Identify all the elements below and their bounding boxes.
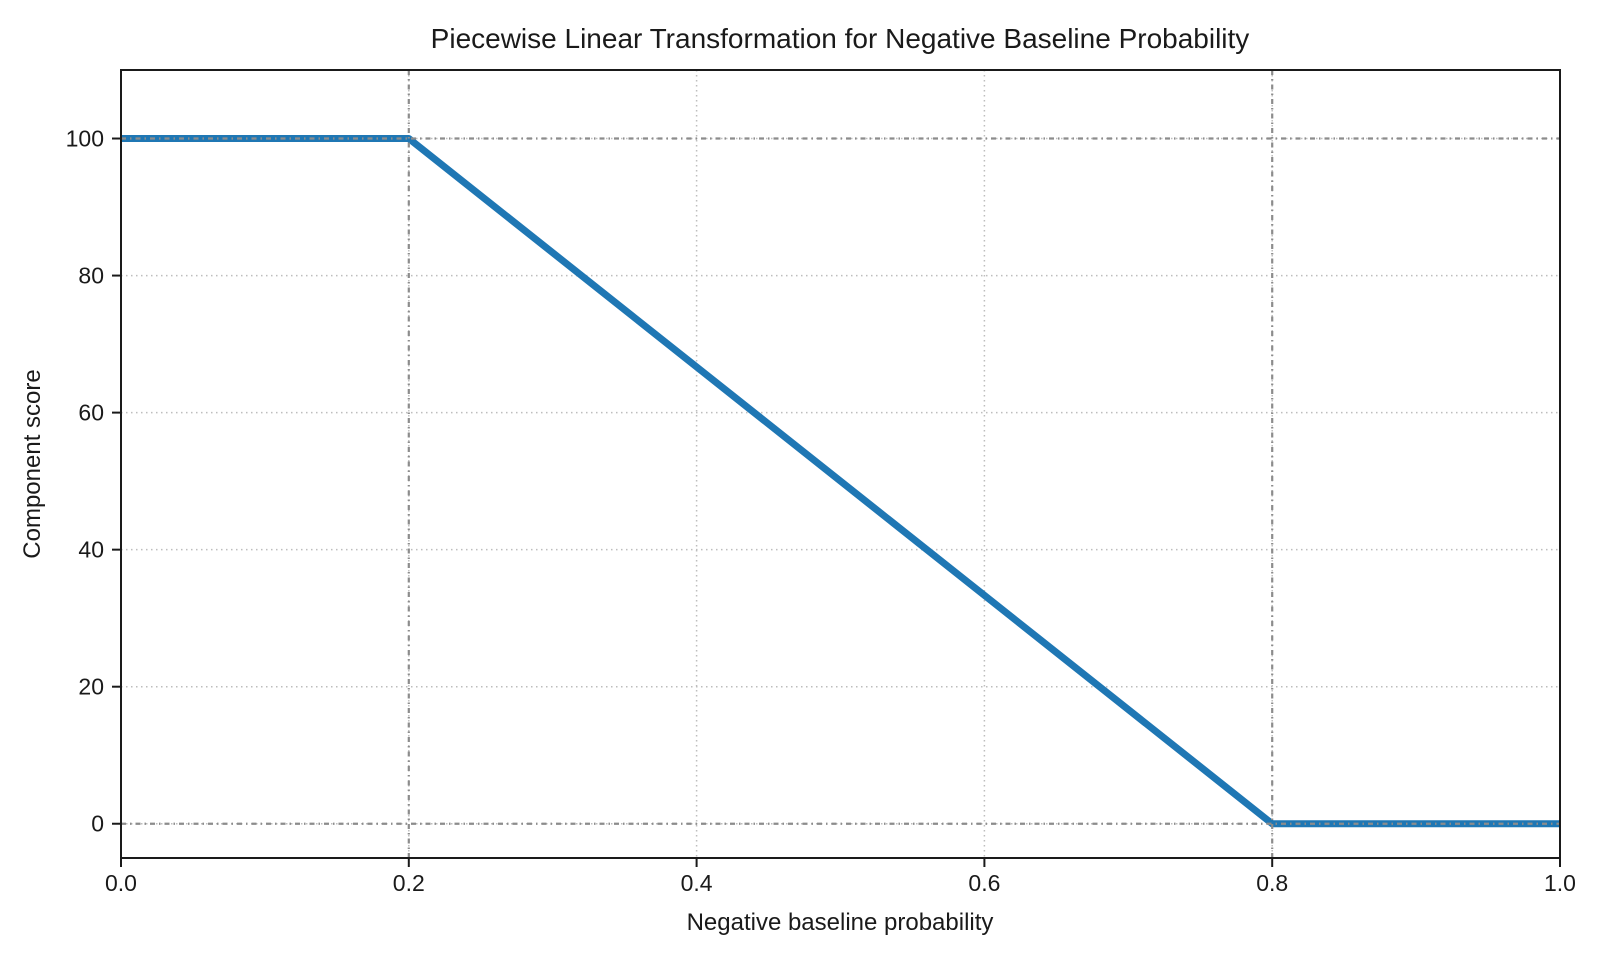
series-line-component-score-transform (121, 135, 1560, 828)
x-tick-label: 0.2 (393, 870, 425, 896)
data-line-layer (121, 135, 1560, 828)
axes-spines (120, 69, 1561, 859)
y-tick-label: 80 (78, 263, 104, 289)
x-tick-label: 0.4 (681, 870, 713, 896)
y-tick-label: 100 (66, 126, 104, 152)
reference-lines (121, 70, 1560, 858)
chart-title: Piecewise Linear Transformation for Nega… (431, 23, 1250, 54)
x-axis-label: Negative baseline probability (687, 909, 994, 936)
x-tick-label: 1.0 (1544, 870, 1576, 896)
x-tick-label: 0.8 (1256, 870, 1288, 896)
plot-border (120, 69, 1561, 859)
y-tick-label: 20 (78, 674, 104, 700)
grid-lines (121, 70, 1560, 858)
y-tick-label: 60 (78, 400, 104, 426)
y-axis-label: Component score (19, 369, 46, 558)
y-tick-label: 40 (78, 537, 104, 563)
y-tick-label: 0 (91, 811, 104, 837)
axis-ticks (112, 137, 1561, 867)
x-tick-label: 0.6 (968, 870, 1000, 896)
y-tick-labels: 0 20 40 60 80 100 (66, 126, 104, 837)
x-tick-label: 0.0 (105, 870, 137, 896)
x-tick-labels: 0.0 0.2 0.4 0.6 0.8 1.0 (105, 870, 1576, 896)
